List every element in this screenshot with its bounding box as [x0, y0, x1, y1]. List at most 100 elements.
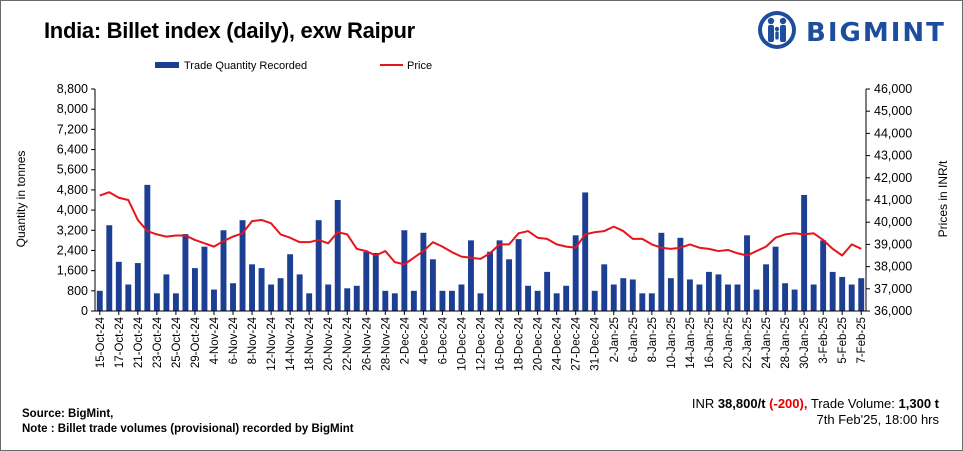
y-left-tick-label: 5,600 [57, 163, 88, 177]
x-tick-label: 2-Dec-24 [399, 316, 411, 364]
y-left-tick-label: 7,200 [57, 122, 88, 136]
x-tick-label: 26-Nov-24 [361, 316, 373, 370]
quantity-bar [734, 284, 741, 311]
x-tick-label: 16-Dec-24 [495, 316, 507, 370]
x-tick-label: 6-Nov-24 [228, 316, 240, 364]
x-tick-label: 24-Jan-25 [761, 317, 773, 369]
quantity-bar [420, 232, 427, 311]
quantity-bar [163, 274, 170, 311]
x-tick-label: 12-Dec-24 [476, 316, 488, 370]
quantity-bar [620, 278, 627, 311]
quantity-bar [468, 240, 474, 311]
quantity-bar [201, 246, 208, 311]
quantity-bar [258, 268, 265, 311]
x-tick-label: 8-Jan-25 [647, 317, 659, 362]
quantity-bar [220, 230, 227, 311]
quantity-bar [134, 263, 141, 311]
quantity-bar [353, 285, 360, 311]
y-axis-left-label: Quantity in tonnes [14, 151, 28, 248]
quantity-bar [211, 289, 217, 311]
quantity-bar [686, 279, 693, 311]
summary-line: INR 38,800/t (-200), Trade Volume: 1,300… [692, 396, 939, 412]
quantity-bar [782, 283, 789, 311]
brand-name: BIGMINT [806, 18, 946, 48]
quantity-bar [477, 293, 484, 311]
y-axis-right: 36,000 37,000 38,000 39,000 40,000 41,000 42,0… [866, 82, 912, 318]
quantity-bar [639, 293, 646, 311]
y-axis-left: 0 800 1,600 2,400 3,200 4,000 4,800 5,600 6,400 7… [57, 82, 95, 318]
y-left-tick-label: 800 [67, 284, 88, 298]
quantity-bar [858, 278, 865, 311]
quantity-bar [705, 271, 712, 311]
quantity-bar [763, 264, 769, 311]
quantity-bar [410, 290, 417, 311]
page-title: India: Billet index (daily), exw Raipur [44, 18, 415, 43]
quantity-bar [572, 235, 579, 311]
quantity-bar [344, 288, 351, 311]
y-right-tick-label: 42,000 [874, 171, 912, 185]
x-tick-label: 16-Jan-25 [704, 317, 716, 369]
legend-label-line: Price [407, 60, 432, 72]
timestamp: 7th Feb'25, 18:00 hrs [816, 412, 939, 427]
x-tick-label: 23-Oct-24 [152, 316, 164, 368]
quantity-bar [744, 235, 750, 311]
x-tick-label: 28-Jan-25 [780, 317, 792, 369]
quantity-bar [363, 251, 370, 311]
quantity-bar [277, 278, 284, 311]
quantity-bar [96, 290, 103, 311]
x-tick-label: 12-Nov-24 [266, 316, 278, 370]
plot-axes [94, 89, 867, 312]
quantity-bar [334, 200, 341, 311]
quantity-bar [315, 220, 322, 311]
quantity-bar [458, 284, 465, 311]
quantity-bar [715, 274, 722, 311]
x-tick-label: 24-Dec-24 [552, 316, 564, 370]
quantity-bar [648, 293, 655, 311]
price-summary: INR 38,800/t (-200), Trade Volume: 1,300… [692, 396, 939, 428]
quantity-bar [448, 290, 455, 311]
chart-legend: Trade Quantity Recorded Price [155, 60, 432, 72]
quantity-bar [582, 192, 589, 311]
quantity-bar [391, 293, 398, 311]
quantity-bar [230, 283, 236, 311]
quantity-bar [772, 246, 779, 311]
quantity-bar [287, 254, 294, 311]
x-tick-label: 4-Dec-24 [418, 316, 430, 364]
quantity-bar [563, 285, 570, 311]
x-tick-label: 3-Feb-25 [818, 317, 830, 364]
y-right-tick-label: 40,000 [874, 215, 912, 229]
current-price: 38,800/t [717, 396, 766, 411]
quantity-bar [144, 184, 151, 311]
quantity-bar [439, 290, 446, 311]
y-left-tick-label: 4,800 [57, 183, 88, 197]
quantity-bar [553, 293, 560, 311]
x-tick-label: 10-Jan-25 [666, 317, 678, 369]
quantity-bar [125, 284, 132, 311]
x-tick-label: 20-Nov-24 [323, 316, 335, 370]
quantity-bar [801, 194, 808, 311]
x-tick-label: 18-Dec-24 [514, 316, 526, 370]
x-tick-label: 25-Oct-24 [171, 316, 183, 368]
quantity-bar [268, 284, 275, 311]
quantity-bar [487, 251, 493, 311]
footer-notes: Source: BigMint, Note : Billet trade vol… [22, 407, 354, 437]
x-tick-label: 29-Oct-24 [190, 316, 202, 368]
x-tick-label: 10-Dec-24 [456, 316, 468, 370]
quantity-bar [534, 290, 541, 311]
legend-label-bar: Trade Quantity Recorded [184, 60, 307, 72]
x-tick-label: 2-Jan-25 [609, 317, 621, 362]
quantity-bar [839, 276, 846, 311]
y-right-tick-label: 36,000 [874, 304, 912, 318]
quantity-bar [591, 290, 598, 311]
x-tick-label: 8-Nov-24 [247, 316, 259, 364]
x-axis: 15-Oct-24 17-Oct-24 21-Oct-24 23-Oct-24 25-O… [95, 311, 868, 371]
quantity-bar [753, 289, 760, 311]
x-tick-label: 6-Jan-25 [628, 317, 640, 362]
volume-prefix: Trade Volume: [807, 396, 899, 411]
quantity-bar [306, 293, 313, 311]
quantity-bar [525, 285, 532, 311]
price-prefix: INR [691, 396, 718, 411]
quantity-bar [829, 271, 836, 311]
x-tick-label: 28-Nov-24 [380, 316, 392, 370]
